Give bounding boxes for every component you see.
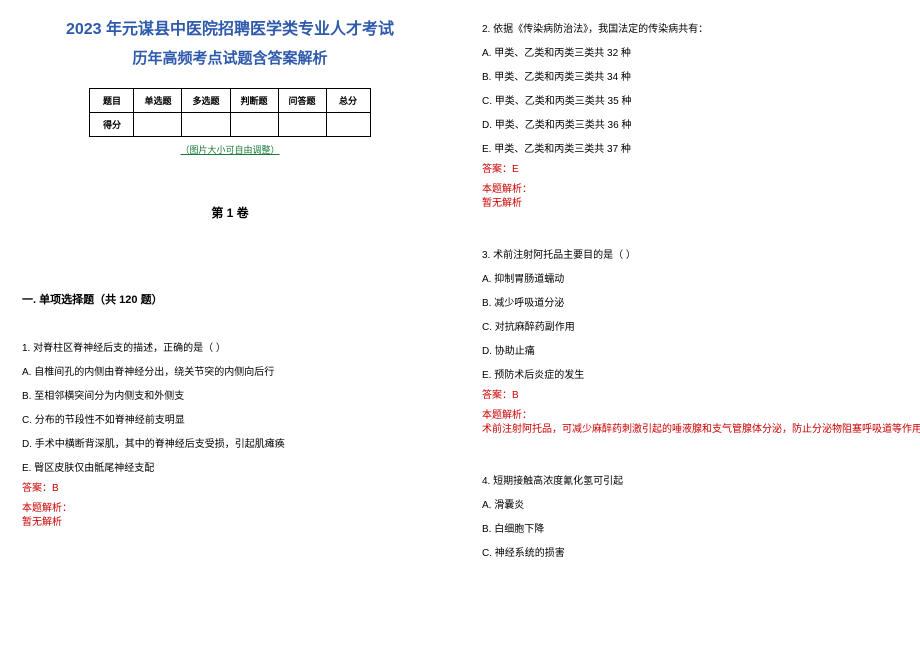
option: D. 手术中横断背深肌，其中的脊神经后支受损，引起肌瘫痪 [22, 435, 438, 455]
table-header: 判断题 [230, 88, 278, 112]
option: E. 臀区皮肤仅由骶尾神经支配 [22, 459, 438, 479]
table-row-label: 得分 [90, 112, 134, 136]
explain-text: 暂无解析 [22, 513, 438, 533]
question-number: 1. [22, 343, 30, 354]
volume-heading: 第 1 卷 [22, 204, 438, 221]
question-number: 3. [482, 250, 490, 261]
table-header: 题目 [90, 88, 134, 112]
question-stem: 3. 术前注射阿托品主要目的是（ ） [482, 246, 898, 266]
right-column: 2. 依据《传染病防治法》，我国法定的传染病共有： A. 甲类、乙类和丙类三类共… [460, 0, 920, 651]
document-title-line2: 历年高频考点试题含答案解析 [22, 45, 438, 72]
question-stem: 4. 短期接触高浓度氰化氢可引起 [482, 472, 898, 492]
question-block: 3. 术前注射阿托品主要目的是（ ） A. 抑制胃肠道蠕动 B. 减少呼吸道分泌… [482, 246, 898, 440]
question-number: 4. [482, 476, 490, 487]
question-block: 1. 对脊柱区脊神经后支的描述，正确的是（ ） A. 自椎间孔的内侧由脊神经分出… [22, 339, 438, 533]
table-cell [326, 112, 370, 136]
option: E. 甲类、乙类和丙类三类共 37 种 [482, 140, 898, 160]
option: C. 对抗麻醉药副作用 [482, 318, 898, 338]
table-cell [278, 112, 326, 136]
table-header: 多选题 [182, 88, 230, 112]
explain-text: 暂无解析 [482, 194, 898, 214]
table-header: 单选题 [134, 88, 182, 112]
score-table: 题目 单选题 多选题 判断题 问答题 总分 得分 [89, 88, 370, 137]
table-cell [134, 112, 182, 136]
option: D. 甲类、乙类和丙类三类共 36 种 [482, 116, 898, 136]
option: B. 减少呼吸道分泌 [482, 294, 898, 314]
table-header: 总分 [326, 88, 370, 112]
option: C. 神经系统的损害 [482, 544, 898, 564]
option: B. 甲类、乙类和丙类三类共 34 种 [482, 68, 898, 88]
table-cell [230, 112, 278, 136]
question-block: 2. 依据《传染病防治法》，我国法定的传染病共有： A. 甲类、乙类和丙类三类共… [482, 20, 898, 214]
table-cell [182, 112, 230, 136]
question-text: 对脊柱区脊神经后支的描述，正确的是（ ） [33, 343, 226, 354]
question-text: 短期接触高浓度氰化氢可引起 [493, 476, 623, 487]
question-text: 依据《传染病防治法》，我国法定的传染病共有： [493, 24, 708, 35]
resize-note: （图片大小可自由调整） [22, 143, 438, 156]
option: E. 预防术后炎症的发生 [482, 366, 898, 386]
table-header: 问答题 [278, 88, 326, 112]
option: A. 甲类、乙类和丙类三类共 32 种 [482, 44, 898, 64]
option: B. 至相邻横突间分为内侧支和外侧支 [22, 387, 438, 407]
question-text: 术前注射阿托品主要目的是（ ） [493, 250, 636, 261]
question-number: 2. [482, 24, 490, 35]
document-title-line1: 2023 年元谋县中医院招聘医学类专业人才考试 [22, 16, 438, 45]
option: C. 甲类、乙类和丙类三类共 35 种 [482, 92, 898, 112]
left-column: 2023 年元谋县中医院招聘医学类专业人才考试 历年高频考点试题含答案解析 题目… [0, 0, 460, 651]
question-block: 4. 短期接触高浓度氰化氢可引起 A. 滑囊炎 B. 白细胞下降 C. 神经系统… [482, 472, 898, 564]
option: D. 协助止痛 [482, 342, 898, 362]
option: A. 自椎间孔的内侧由脊神经分出，绕关节突的内侧向后行 [22, 363, 438, 383]
answer: 答案：E [482, 160, 898, 180]
option: A. 滑囊炎 [482, 496, 898, 516]
option: C. 分布的节段性不如脊神经前支明显 [22, 411, 438, 431]
question-stem: 2. 依据《传染病防治法》，我国法定的传染病共有： [482, 20, 898, 40]
answer: 答案：B [482, 386, 898, 406]
table-row: 题目 单选题 多选题 判断题 问答题 总分 [90, 88, 370, 112]
option: A. 抑制胃肠道蠕动 [482, 270, 898, 290]
option: B. 白细胞下降 [482, 520, 898, 540]
table-row: 得分 [90, 112, 370, 136]
explain-text: 术前注射阿托品，可减少麻醉药刺激引起的唾液腺和支气管腺体分泌，防止分泌物阻塞呼吸… [482, 420, 898, 440]
question-stem: 1. 对脊柱区脊神经后支的描述，正确的是（ ） [22, 339, 438, 359]
section-title: 一. 单项选择题（共 120 题） [22, 291, 438, 307]
answer: 答案：B [22, 479, 438, 499]
